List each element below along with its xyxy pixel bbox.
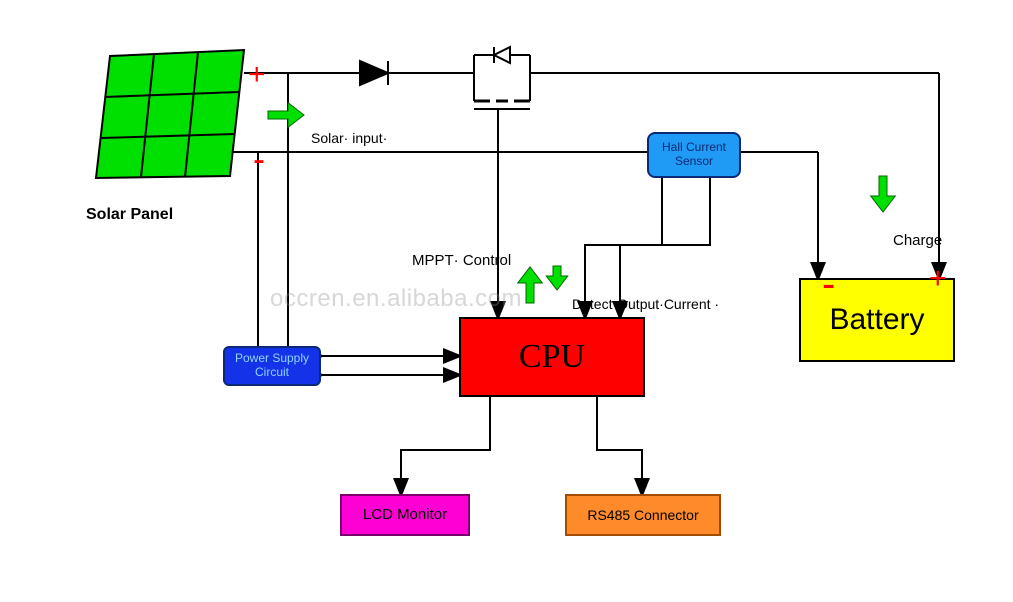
lcd-block: LCD Monitor	[340, 494, 470, 536]
solar-panel-icon	[96, 50, 244, 178]
cpu-label: CPU	[519, 337, 585, 376]
hall-line1: Hall Current	[662, 141, 726, 155]
mppt-label: MPPT· Control	[412, 252, 511, 269]
solar-panel-label: Solar Panel	[86, 206, 173, 224]
rs485-block: RS485 Connector	[565, 494, 721, 536]
hall-sensor-block: Hall Current Sensor	[647, 132, 741, 178]
battery-label: Battery	[829, 303, 924, 338]
minus-symbol-1: -	[253, 138, 265, 180]
solar-input-arrow	[268, 103, 304, 128]
detect-arrow	[546, 266, 568, 290]
mppt-arrow	[518, 267, 543, 303]
psu-line1: Power Supply	[235, 352, 309, 366]
charge-label: Charge	[893, 232, 942, 249]
plus-symbol-2: +	[929, 262, 947, 296]
detect-label: Detect·Output·Current ·	[572, 296, 719, 312]
power-supply-block: Power Supply Circuit	[223, 346, 321, 386]
cpu-to-lcd	[401, 397, 490, 494]
psu-line2: Circuit	[235, 366, 309, 380]
rs485-label: RS485 Connector	[587, 507, 698, 523]
cpu-block: CPU	[459, 317, 645, 397]
minus-symbol-2: -	[822, 262, 835, 307]
cpu-to-rs485	[597, 397, 642, 494]
plus-symbol-1: +	[248, 58, 266, 92]
hall-line2: Sensor	[662, 155, 726, 169]
solar-input-label: Solar· input·	[311, 130, 387, 146]
lcd-label: LCD Monitor	[363, 506, 447, 523]
charge-arrow	[871, 176, 896, 212]
